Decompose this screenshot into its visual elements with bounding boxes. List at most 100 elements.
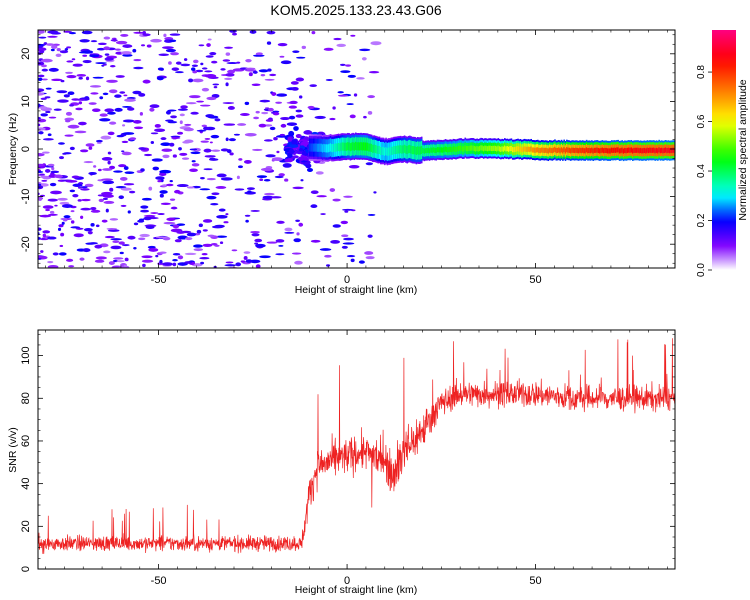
spectrogram-cell	[220, 177, 233, 181]
spectrogram-ridge-cell	[414, 146, 416, 155]
spectrogram-cell	[38, 103, 41, 108]
spectrogram-cell	[140, 168, 145, 172]
spectrogram-cell	[90, 92, 99, 95]
spectrogram-cell	[180, 105, 188, 109]
spectrogram-cell	[267, 68, 272, 72]
spectrogram-ridge-cell	[337, 142, 340, 152]
spectrogram-cell	[99, 113, 108, 117]
spectrogram-cell	[110, 238, 123, 241]
spectrogram-ridge-cell	[319, 143, 321, 152]
spectrogram-cell	[95, 224, 100, 228]
spectrogram-cell	[51, 166, 55, 171]
spectrogram-cell	[159, 172, 167, 177]
spectrogram-cell	[225, 82, 229, 87]
spectrogram-ridge-cell	[612, 147, 614, 153]
spectrogram-cell	[127, 210, 131, 214]
spectrogram-cell	[47, 35, 58, 38]
spectrogram-cell	[58, 224, 64, 228]
spectrogram-cell	[102, 63, 107, 66]
spectrogram-cell	[164, 36, 174, 41]
spectrogram-cell	[186, 186, 195, 189]
spectrogram-ridge-cell	[547, 148, 550, 154]
spectrogram-cell	[150, 38, 162, 43]
spectrogram-cell	[150, 212, 159, 214]
spectrogram-cell	[80, 186, 88, 189]
spectrogram-ridge-cell	[419, 146, 422, 155]
spectrogram-ridge-cell	[444, 146, 447, 152]
spectrogram-cell	[189, 95, 201, 99]
spectrogram-cell	[202, 243, 213, 248]
spectrogram-cell	[190, 151, 201, 155]
spectrogram-cell	[77, 199, 82, 202]
spectrogram-cell	[80, 188, 90, 191]
spectrogram-cell	[106, 79, 118, 83]
spectrogram-cell	[216, 214, 228, 219]
spectrogram-ridge-cell	[452, 146, 455, 152]
spectrogram-cell	[272, 110, 280, 113]
spectrogram-cell	[319, 248, 332, 251]
spectrogram-ridge-cell	[651, 147, 654, 153]
spectrogram-cell	[303, 130, 313, 135]
spectrogram-ridge-cell	[463, 146, 465, 152]
spectrogram-ridge-cell	[654, 148, 657, 154]
spectrogram-cell	[115, 75, 125, 78]
spectrogram-cell	[90, 209, 101, 213]
spectrogram-cell	[101, 178, 114, 181]
spectrogram-cell	[215, 235, 228, 238]
spectrogram-cell	[161, 46, 174, 50]
spectrogram-cell	[38, 88, 45, 92]
spectrogram-ridge-cell	[409, 144, 411, 154]
spectrogram-ridge-cell	[559, 148, 562, 154]
spectrogram-ridge-cell	[597, 147, 600, 154]
spectrogram-cell	[98, 198, 104, 203]
spectrogram-cell	[47, 264, 59, 268]
spectrogram-cell	[53, 108, 62, 111]
spectrogram-cell	[252, 148, 263, 151]
snr-xtick-label: 50	[529, 575, 541, 587]
spectrogram-cell	[271, 157, 283, 162]
spectrogram-cell	[291, 252, 302, 255]
spectrogram-ridge-cell	[385, 146, 387, 156]
spectrogram-cell	[169, 180, 173, 183]
spectrogram-cell	[359, 48, 371, 52]
spectrogram-cell	[251, 233, 260, 237]
spectrogram-cell	[82, 54, 88, 57]
spectrogram-ridge-cell	[370, 143, 373, 152]
spectrogram-cell	[155, 236, 167, 239]
spectrogram-ridge-cell	[622, 148, 625, 154]
spectrogram-cell	[245, 58, 252, 63]
spectrogram-cell	[345, 64, 352, 67]
spectrogram-ridge-cell	[617, 147, 620, 153]
spectrogram-cell	[252, 54, 265, 57]
snr-ytick-label: 40	[20, 478, 32, 490]
spectrogram-cell	[180, 63, 191, 67]
spectrogram-cell	[41, 179, 48, 182]
spectrogram-cell	[258, 123, 267, 128]
spectrogram-cell	[42, 230, 51, 234]
spectrogram-ridge-cell	[329, 143, 332, 152]
spectrogram-ridge-cell	[509, 146, 511, 152]
spectrogram-cell	[57, 99, 69, 103]
spectrogram-cell	[40, 113, 48, 117]
spectrogram-ridge-cell	[583, 148, 585, 154]
spectrogram-cell	[157, 179, 162, 183]
spectrogram-cell	[337, 94, 349, 97]
spectrogram-ridge-cell	[484, 145, 486, 151]
spectrogram-cell	[172, 262, 177, 267]
spectrogram-cell	[82, 59, 92, 64]
spectrogram-cell	[347, 74, 356, 78]
spectrogram-cell	[255, 52, 263, 56]
spectrogram-ridge-cell	[633, 147, 635, 153]
spectrogram-cell	[238, 165, 243, 169]
spectrogram-cell	[276, 220, 285, 224]
spectrogram-cell	[121, 244, 130, 247]
spectrogram-cell	[253, 116, 260, 120]
spectrogram-cell	[212, 83, 220, 86]
spectrogram-ridge-cell	[514, 146, 517, 152]
spectrogram-cell	[38, 61, 45, 66]
spectrogram-cell	[39, 50, 45, 54]
spectrogram-cell	[248, 72, 253, 77]
spectrogram-ridge-cell	[393, 146, 395, 155]
spectrogram-cell	[38, 127, 46, 131]
spectrogram-ridge-cell	[515, 146, 518, 152]
